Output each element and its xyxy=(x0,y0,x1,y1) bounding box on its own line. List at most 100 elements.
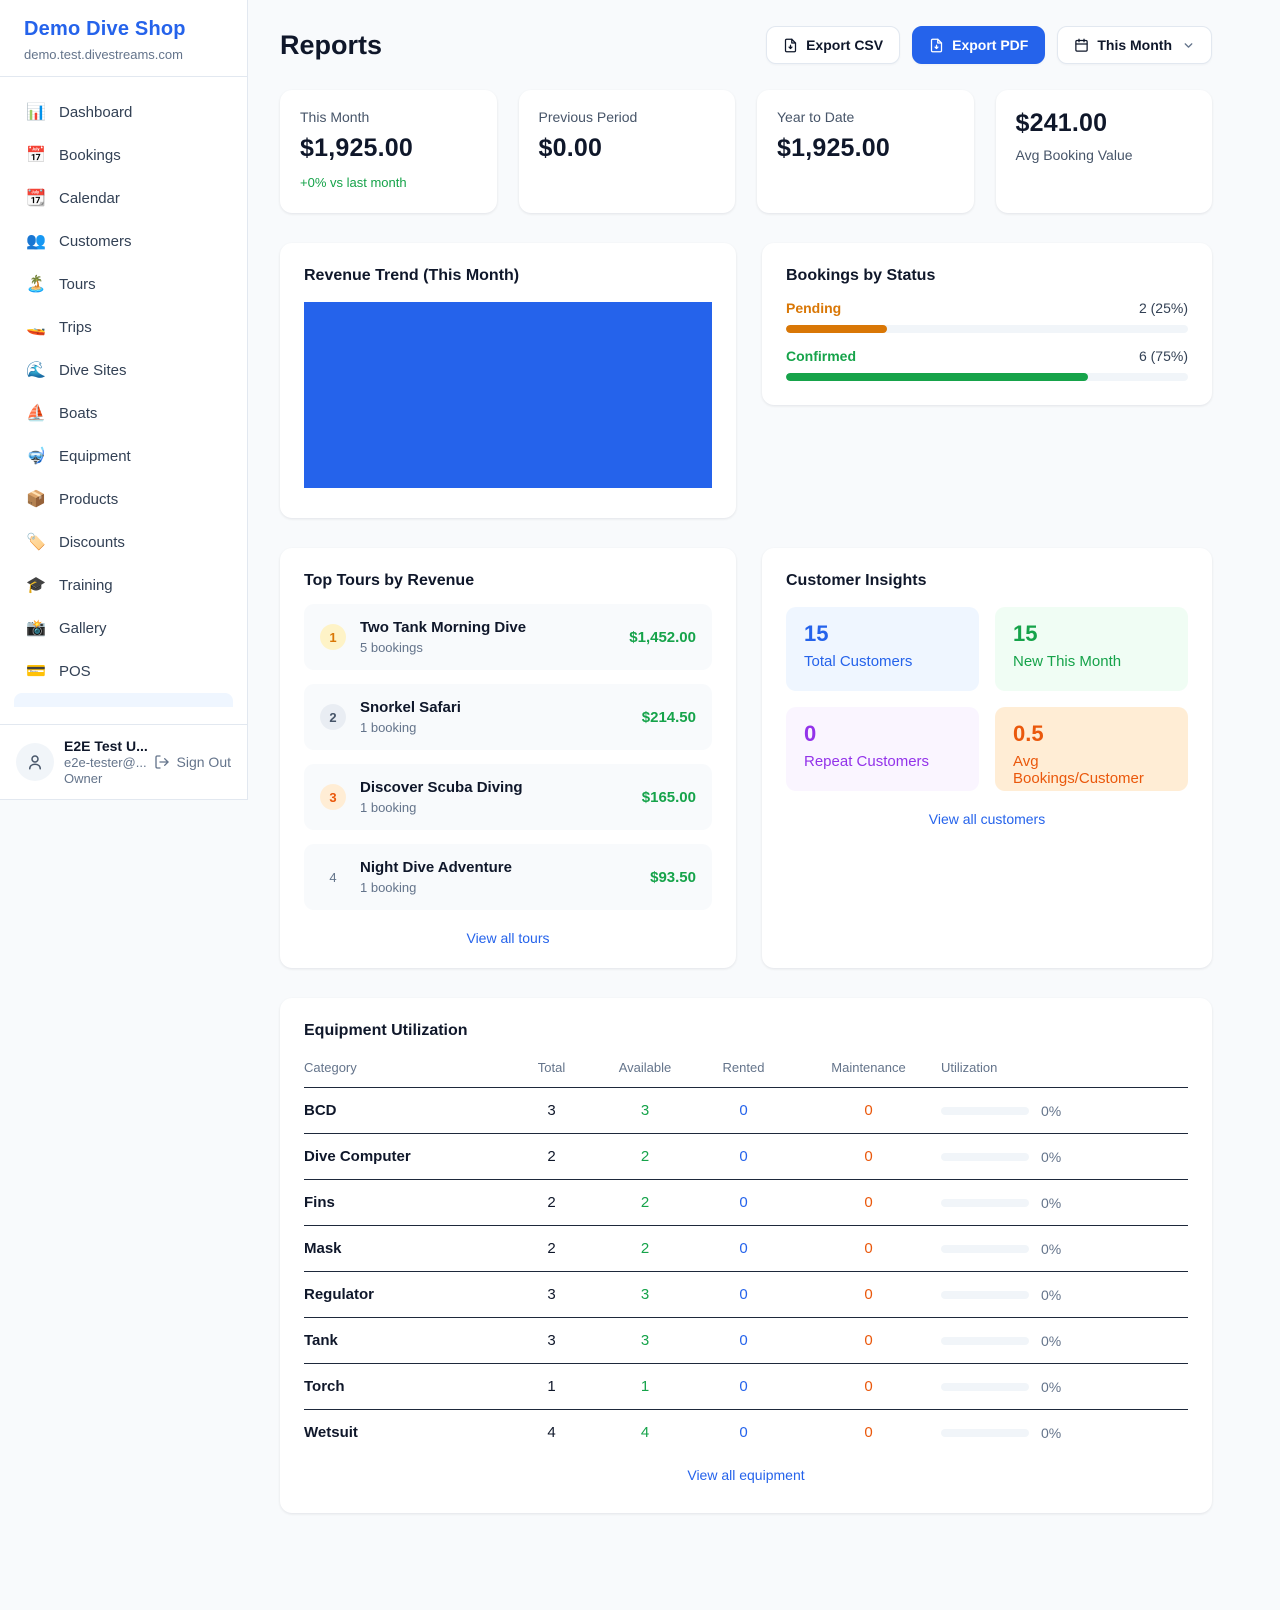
bookings-by-status-card: Bookings by Status Pending 2 (25%) Confi… xyxy=(762,243,1212,405)
col-maintenance: Maintenance xyxy=(796,1060,941,1088)
stat-value: $1,925.00 xyxy=(777,134,891,162)
stat-card-previous-period: Previous Period $0.00 xyxy=(518,90,735,213)
tile-label: Total Customers xyxy=(804,653,913,670)
stat-value: $0.00 xyxy=(538,134,603,162)
export-csv-button[interactable]: Export CSV xyxy=(766,26,901,64)
sidebar-item-equipment[interactable]: 🤿 Equipment xyxy=(26,447,131,465)
tour-list-item: 4 Night Dive Adventure 1 booking $93.50 xyxy=(304,844,712,910)
sidebar: Demo Dive Shop demo.test.divestreams.com… xyxy=(0,0,248,800)
brand-block: Demo Dive Shop demo.test.divestreams.com xyxy=(0,0,247,77)
header-actions: Export CSV Export PDF This Month xyxy=(766,26,1212,64)
tour-revenue: $93.50 xyxy=(650,868,696,886)
top-tours-card: Top Tours by Revenue 1 Two Tank Morning … xyxy=(280,548,736,968)
sidebar-item-bookings[interactable]: 📅 Bookings xyxy=(26,146,121,164)
page-header: Reports Export CSV Export PDF This Month xyxy=(280,26,1212,64)
graduation-cap-icon: 🎓 xyxy=(26,576,46,594)
utilization-cell: 0% xyxy=(941,1149,1188,1165)
customer-insights-card: Customer Insights 15 Total Customers 15 … xyxy=(762,548,1212,968)
equipment-utilization-card: Equipment Utilization Category Total Ava… xyxy=(280,998,1212,1513)
speedboat-icon: 🚤 xyxy=(26,318,46,336)
sidebar-item-training[interactable]: 🎓 Training xyxy=(26,576,113,594)
progress-track xyxy=(786,325,1188,333)
sidebar-item-tours[interactable]: 🏝️ Tours xyxy=(26,275,96,293)
sidebar-item-products[interactable]: 📦 Products xyxy=(26,490,119,508)
user-panel: E2E Test U... e2e-tester@... Owner Sign … xyxy=(0,724,247,799)
shop-name: Demo Dive Shop xyxy=(24,18,186,40)
tour-name: Snorkel Safari xyxy=(360,699,461,716)
tile-value: 0.5 xyxy=(1013,721,1044,746)
user-name: E2E Test U... xyxy=(64,738,148,754)
sidebar-item-reports-partial[interactable] xyxy=(14,693,233,707)
tile-avg-bookings-customer: 0.5 Avg Bookings/Customer xyxy=(995,707,1188,791)
tag-icon: 🏷️ xyxy=(26,533,46,551)
view-all-customers-link[interactable]: View all customers xyxy=(786,811,1188,827)
tear-off-calendar-icon: 📆 xyxy=(26,189,46,207)
export-pdf-button[interactable]: Export PDF xyxy=(912,26,1046,64)
tour-revenue: $1,452.00 xyxy=(629,628,696,646)
tour-bookings: 1 booking xyxy=(360,800,417,815)
equipment-utilization-title: Equipment Utilization xyxy=(304,1022,468,1039)
sidebar-item-gallery[interactable]: 📸 Gallery xyxy=(26,619,107,637)
sidebar-item-pos[interactable]: 💳 POS xyxy=(26,662,91,680)
period-select[interactable]: This Month xyxy=(1057,26,1212,64)
status-count: 2 (25%) xyxy=(1138,300,1188,316)
col-category: Category xyxy=(304,1060,504,1088)
utilization-cell: 0% xyxy=(941,1425,1188,1441)
utilization-track xyxy=(941,1198,1029,1207)
sidebar-item-boats[interactable]: ⛵ Boats xyxy=(26,404,98,422)
rank-badge: 3 xyxy=(320,784,346,810)
tile-repeat-customers: 0 Repeat Customers xyxy=(786,707,979,791)
status-label: Confirmed xyxy=(786,348,856,364)
calendar-date-icon: 📅 xyxy=(26,146,46,164)
status-label: Pending xyxy=(786,300,842,316)
tour-bookings: 1 booking xyxy=(360,880,417,895)
package-icon: 📦 xyxy=(26,490,46,508)
table-row: Regulator 3 3 0 0 0% xyxy=(304,1271,1188,1318)
tile-value: 15 xyxy=(1013,621,1038,646)
col-available: Available xyxy=(599,1060,691,1088)
view-all-equipment-link[interactable]: View all equipment xyxy=(304,1467,1188,1483)
sidebar-item-dive-sites[interactable]: 🌊 Dive Sites xyxy=(26,361,127,379)
customer-insights-title: Customer Insights xyxy=(786,572,927,589)
view-all-tours-link[interactable]: View all tours xyxy=(304,930,712,946)
progress-track xyxy=(786,373,1188,381)
utilization-track xyxy=(941,1290,1029,1299)
user-role: Owner xyxy=(64,771,103,786)
tour-name: Two Tank Morning Dive xyxy=(360,619,527,636)
diving-mask-icon: 🤿 xyxy=(26,447,46,465)
utilization-cell: 0% xyxy=(941,1195,1188,1211)
sidebar-item-calendar[interactable]: 📆 Calendar xyxy=(26,189,120,207)
sidebar-item-customers[interactable]: 👥 Customers xyxy=(26,232,132,250)
camera-icon: 📸 xyxy=(26,619,46,637)
tile-total-customers: 15 Total Customers xyxy=(786,607,979,691)
main-content: Reports Export CSV Export PDF This Month xyxy=(248,0,1280,1513)
bookings-by-status-title: Bookings by Status xyxy=(786,267,936,284)
tour-list-item: 3 Discover Scuba Diving 1 booking $165.0… xyxy=(304,764,712,830)
equipment-table: Category Total Available Rented Maintena… xyxy=(304,1060,1188,1447)
sign-out-icon xyxy=(154,755,169,769)
sidebar-item-trips[interactable]: 🚤 Trips xyxy=(26,318,92,336)
rank-badge: 2 xyxy=(320,704,346,730)
page-title: Reports xyxy=(280,29,383,60)
tour-revenue: $214.50 xyxy=(641,708,696,726)
island-icon: 🏝️ xyxy=(26,275,46,293)
stats-row: This Month $1,925.00 +0% vs last month P… xyxy=(280,90,1212,213)
utilization-track xyxy=(941,1244,1029,1253)
utilization-track xyxy=(941,1336,1029,1345)
stat-card-avg-booking-value: $241.00 Avg Booking Value xyxy=(995,90,1212,213)
tile-label: New This Month xyxy=(1013,653,1122,670)
sidebar-item-dashboard[interactable]: 📊 Dashboard xyxy=(26,103,133,121)
wave-icon: 🌊 xyxy=(26,361,46,379)
revenue-trend-chart xyxy=(304,302,712,488)
insights-row: Top Tours by Revenue 1 Two Tank Morning … xyxy=(280,548,1212,968)
people-icon: 👥 xyxy=(26,232,46,250)
utilization-cell: 0% xyxy=(941,1379,1188,1395)
tour-list-item: 2 Snorkel Safari 1 booking $214.50 xyxy=(304,684,712,750)
rank-badge: 1 xyxy=(320,624,346,650)
table-header-row: Category Total Available Rented Maintena… xyxy=(304,1060,1188,1088)
utilization-track xyxy=(941,1382,1029,1391)
table-row: Mask 2 2 0 0 0% xyxy=(304,1225,1188,1272)
stat-delta: +0% vs last month xyxy=(300,175,407,190)
sign-out-button[interactable]: Sign Out xyxy=(154,754,231,770)
sidebar-item-discounts[interactable]: 🏷️ Discounts xyxy=(26,533,125,551)
